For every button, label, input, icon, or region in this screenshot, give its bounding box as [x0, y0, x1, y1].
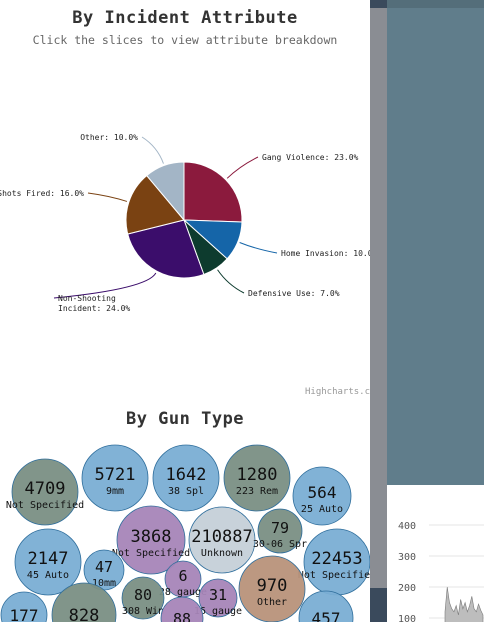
pie-label: Incident: 24.0%: [58, 304, 130, 313]
bubble-label: Not Specified: [6, 500, 84, 511]
pie-connector: [239, 242, 278, 254]
scrollbar-top-cap: [370, 0, 387, 8]
bubble-value: 5721: [95, 465, 136, 485]
pie-label: Gang Violence: 23.0%: [262, 153, 359, 162]
pie-connector: [141, 136, 164, 164]
scrollbar-thumb[interactable]: [370, 8, 387, 588]
bubble-label: 25 Auto: [301, 504, 343, 515]
pie-chart-title: By Incident Attribute: [72, 8, 298, 28]
bubble-value: 88: [173, 610, 191, 622]
y-tick-label: 200: [398, 583, 416, 594]
bubble-value: 3868: [131, 527, 172, 547]
bubble-value: 80: [134, 586, 152, 604]
pie-connector: [226, 156, 259, 179]
right-map-area: [387, 0, 484, 485]
pie-label: Non-Shooting: [58, 294, 116, 303]
incidents-area-series: [444, 586, 484, 622]
bubble-value: 210887: [191, 527, 252, 547]
bubble-value: 457: [312, 609, 341, 622]
bubble-label: Not Specified: [298, 570, 370, 581]
y-tick-label: 400: [398, 521, 416, 532]
pie-label: Shots Fired: 16.0%: [0, 189, 84, 198]
pie-connector: [217, 269, 245, 294]
bubble-value: 828: [69, 606, 100, 622]
scrollbar-bottom-cap: [370, 588, 387, 622]
incident-attribute-pie-chart: Gang Violence: 23.0% Home Invasion: 10.0%…: [0, 133, 370, 313]
bubble-label: 38 Spl: [168, 486, 204, 497]
pie-slice[interactable]: [127, 219, 205, 279]
bubble-value: 564: [308, 483, 337, 502]
bubble-value: 2147: [28, 549, 69, 569]
y-tick-label: 300: [398, 552, 416, 563]
gun-type-bubble[interactable]: 79 30-06 Spr: [253, 508, 307, 554]
bubble-value: 1642: [166, 465, 207, 485]
bubble-label: 10mm: [92, 578, 116, 589]
bubble-label: 45 Auto: [27, 570, 69, 581]
gun-type-bubble[interactable]: 31 16 gauge: [194, 578, 242, 618]
pie-chart-subtitle: Click the slices to view attribute break…: [32, 33, 338, 47]
pie-slice[interactable]: [125, 174, 185, 235]
bubble-label: 223 Rem: [236, 486, 278, 497]
bubble-label: 28 gauge: [159, 587, 207, 598]
vertical-scrollbar[interactable]: [370, 0, 387, 622]
bubble-value: 1280: [237, 465, 278, 485]
bubble-label: Not Specified: [112, 548, 190, 559]
gun-type-bubble[interactable]: 47 10mm: [83, 549, 125, 591]
pie-label: Other: 10.0%: [80, 133, 138, 142]
gun-type-bubble[interactable]: 828: [51, 582, 117, 622]
pie-connector: [87, 192, 128, 202]
bubble-value: 79: [271, 519, 289, 537]
pie-connector: [53, 272, 157, 299]
bubble-value: 6: [178, 567, 187, 585]
bubble-value: 177: [10, 606, 39, 622]
bubble-value: 47: [95, 558, 113, 576]
pie-slice[interactable]: [183, 161, 243, 223]
gun-type-bubble[interactable]: 457: [298, 590, 354, 622]
bubble-label: 30-06 Spr: [253, 539, 307, 550]
bubble-value: 970: [257, 576, 288, 596]
left-dashboard-panel: By Incident Attribute Click the slices t…: [0, 8, 370, 622]
bubble-label: 308 Win: [122, 606, 164, 617]
incidents-over-time-chart: 400 300 200 100: [398, 521, 484, 622]
right-header-strip: [387, 0, 484, 8]
right-side-panel: 400 300 200 100: [387, 0, 484, 622]
bubble-value: 22453: [311, 549, 362, 569]
bubble-label: 16 gauge: [194, 606, 242, 617]
bubble-label: Other: [257, 597, 287, 608]
bubble-label: Unknown: [201, 548, 243, 559]
bubble-chart-title: By Gun Type: [125, 409, 245, 429]
gun-type-bubble[interactable]: 564 25 Auto: [292, 466, 352, 526]
pie-label: Defensive Use: 7.0%: [248, 289, 340, 298]
gun-type-bubble[interactable]: 80 308 Win: [121, 576, 165, 620]
pie-slice[interactable]: [146, 161, 185, 222]
gun-type-bubble[interactable]: 88: [160, 596, 204, 622]
bubble-value: 4709: [25, 479, 66, 499]
gun-type-bubble[interactable]: 177: [0, 591, 48, 622]
y-tick-label: 100: [398, 614, 416, 622]
chart-credits[interactable]: Highcharts.com: [305, 387, 370, 397]
bubble-label: 9mm: [106, 486, 124, 497]
pie-label: Home Invasion: 10.0%: [281, 249, 370, 258]
bubble-value: 31: [209, 586, 227, 604]
